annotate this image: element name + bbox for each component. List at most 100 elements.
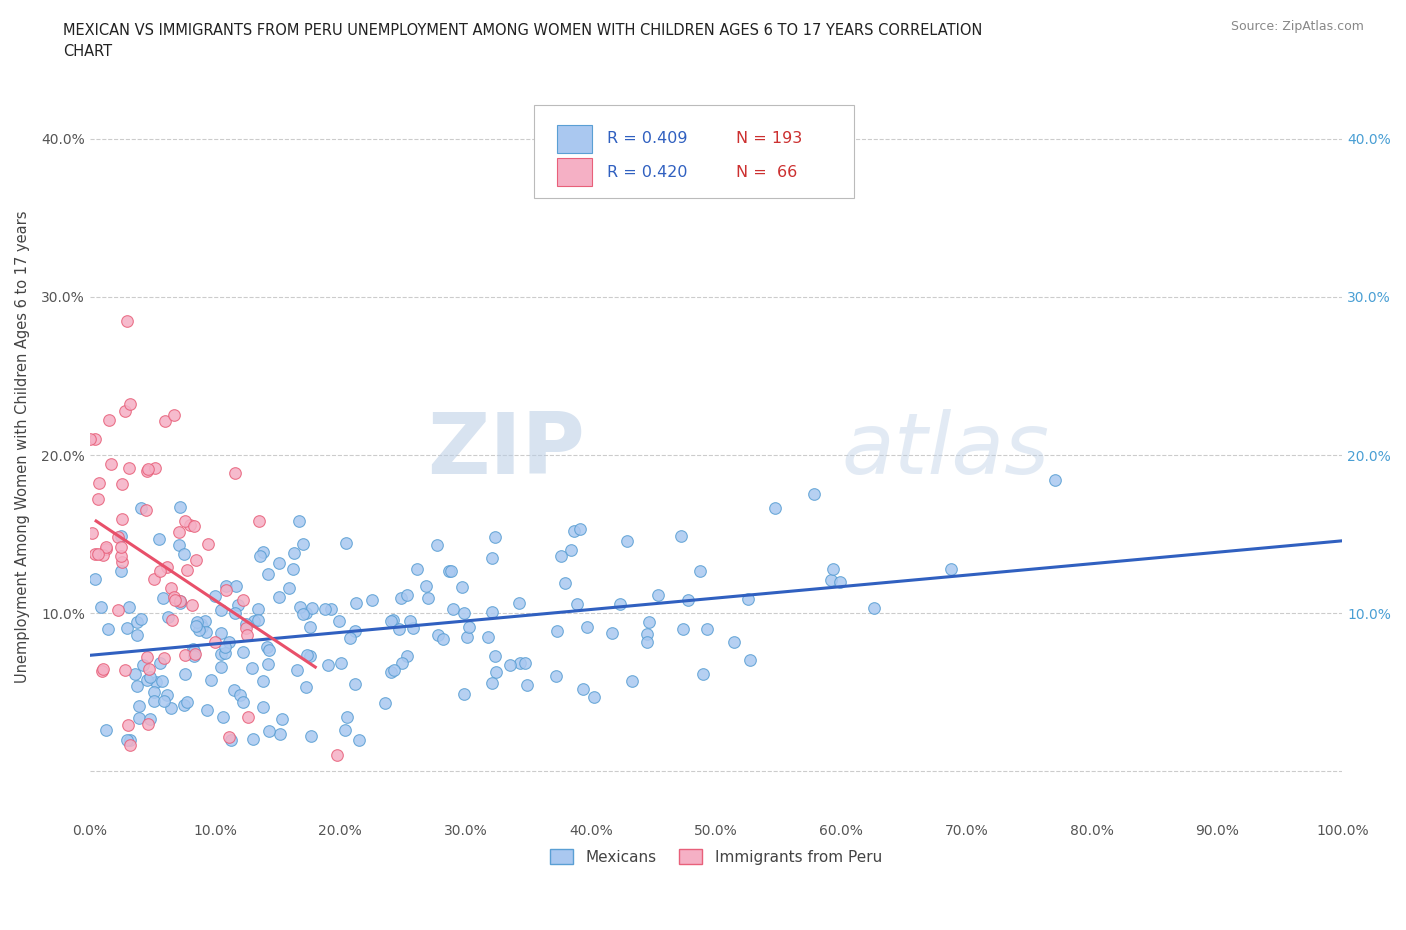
Point — [136, 462, 159, 477]
Point — [222, 683, 245, 698]
Point — [209, 626, 232, 641]
Point — [209, 646, 232, 661]
Point — [458, 620, 481, 635]
Point — [80, 525, 103, 540]
Point — [256, 640, 278, 655]
Point — [380, 665, 402, 680]
Point — [152, 694, 174, 709]
Point — [120, 732, 142, 747]
Point — [508, 595, 530, 610]
Text: atlas: atlas — [841, 409, 1049, 492]
Point — [200, 672, 222, 687]
Point — [242, 614, 264, 629]
Point — [110, 548, 132, 563]
Point — [544, 669, 567, 684]
Point — [156, 560, 179, 575]
Point — [335, 536, 357, 551]
Point — [87, 547, 110, 562]
Point — [209, 660, 232, 675]
Point — [128, 711, 150, 726]
Point — [226, 597, 249, 612]
Point — [169, 593, 191, 608]
Point — [83, 547, 105, 562]
Point — [96, 542, 118, 557]
Point — [600, 626, 623, 641]
Point — [453, 605, 475, 620]
Text: R = 0.409: R = 0.409 — [607, 131, 688, 146]
Point — [117, 732, 139, 747]
Legend: Mexicans, Immigrants from Peru: Mexicans, Immigrants from Peru — [544, 843, 889, 870]
Point — [441, 602, 464, 617]
Point — [167, 538, 190, 552]
Point — [236, 627, 259, 642]
Point — [120, 397, 142, 412]
Point — [181, 641, 204, 656]
Point — [737, 591, 759, 606]
Point — [179, 518, 201, 533]
Point — [647, 587, 669, 602]
Point — [149, 563, 172, 578]
Point — [672, 621, 695, 636]
Point — [114, 663, 136, 678]
Text: N =  66: N = 66 — [737, 165, 797, 179]
Point — [124, 667, 146, 682]
Point — [252, 699, 274, 714]
Point — [484, 529, 506, 544]
Point — [267, 590, 290, 604]
Point — [344, 595, 367, 610]
Point — [437, 564, 460, 578]
Point — [567, 596, 589, 611]
Point — [100, 457, 122, 472]
Point — [194, 625, 217, 640]
Point — [195, 702, 218, 717]
Point — [136, 672, 159, 687]
Point — [240, 661, 263, 676]
Point — [110, 563, 132, 578]
Point — [336, 710, 359, 724]
Point — [456, 630, 478, 644]
Point — [125, 628, 148, 643]
Point — [129, 612, 152, 627]
Point — [176, 695, 198, 710]
Point — [388, 622, 411, 637]
Point — [91, 548, 114, 563]
Point — [186, 618, 208, 633]
Point — [298, 649, 321, 664]
Point — [939, 561, 962, 576]
Point — [155, 687, 177, 702]
Point — [91, 661, 114, 676]
Point — [820, 573, 842, 588]
Point — [295, 648, 318, 663]
Point — [214, 640, 236, 655]
Point — [283, 545, 305, 560]
Point — [288, 514, 311, 529]
Point — [173, 666, 195, 681]
Point — [169, 596, 191, 611]
Point — [301, 601, 323, 616]
Point — [271, 711, 294, 726]
Point — [184, 647, 207, 662]
Point — [224, 465, 246, 480]
Point — [235, 617, 257, 631]
Point — [637, 615, 659, 630]
Point — [291, 537, 314, 551]
Point — [111, 476, 134, 491]
Point — [671, 528, 693, 543]
Point — [477, 630, 499, 644]
Point — [328, 613, 350, 628]
Point — [79, 432, 101, 447]
Point — [197, 536, 219, 551]
Point — [193, 613, 215, 628]
Point — [803, 486, 825, 501]
Point — [211, 603, 233, 618]
Point — [299, 620, 322, 635]
Point — [219, 732, 242, 747]
Point — [562, 524, 585, 538]
Point — [135, 650, 157, 665]
Point — [107, 529, 129, 544]
Point — [391, 656, 413, 671]
Point — [335, 723, 357, 737]
Point — [138, 661, 160, 676]
Point — [235, 620, 257, 635]
Point — [418, 591, 440, 605]
